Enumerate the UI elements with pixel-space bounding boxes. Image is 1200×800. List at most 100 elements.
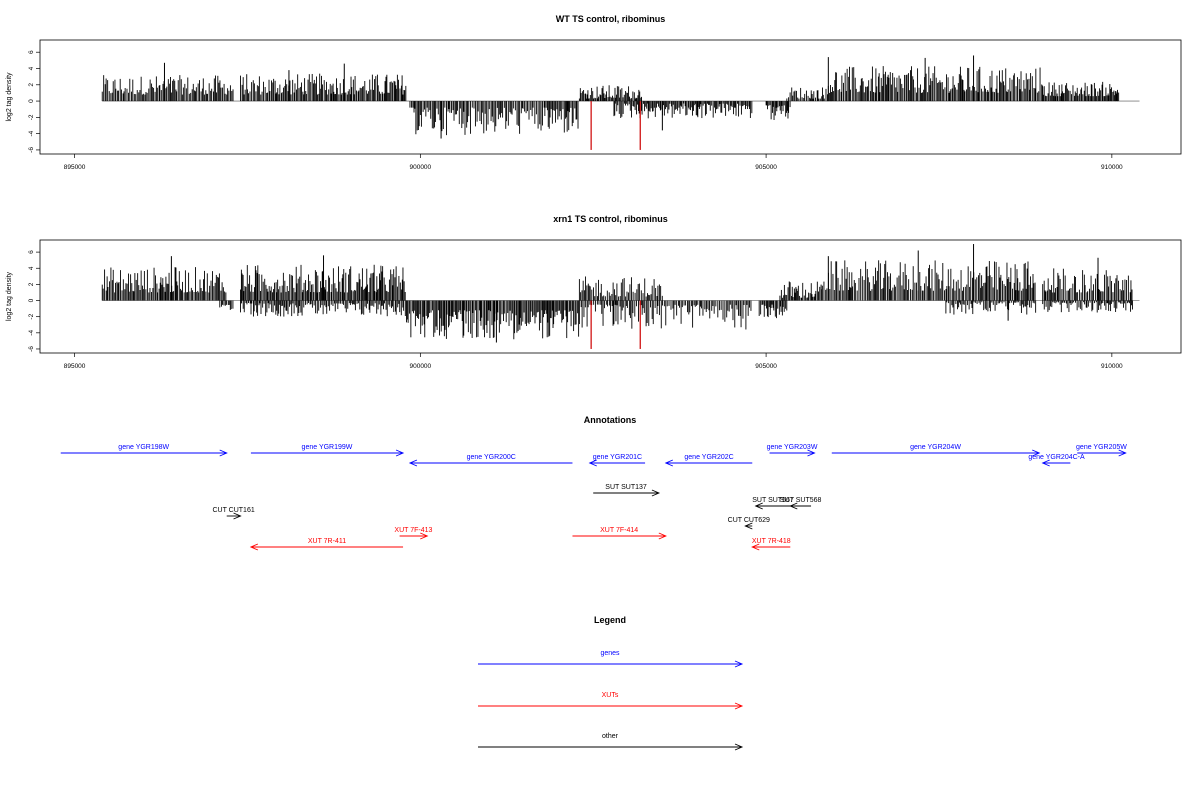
annotation-label: gene YGR205W <box>1076 444 1127 451</box>
annotation-track: Annotations gene YGR198W gene YGR199W gene … <box>60 415 1127 551</box>
annotation-label: SUT SUT137 <box>605 484 647 491</box>
annotation-label: gene YGR201C <box>593 454 642 461</box>
annotation-label: XUT 7R-411 <box>308 538 346 545</box>
x-tick-label: 910000 <box>1101 363 1123 370</box>
legend-label: other <box>602 733 619 740</box>
annotation-label: XUT 7R-418 <box>752 538 791 545</box>
y-tick-label: 2 <box>28 83 35 87</box>
annotation-label: gene YGR198W <box>118 444 169 451</box>
x-tick-label: 900000 <box>409 164 431 171</box>
annotation-label: SUT SUT568 <box>780 497 822 504</box>
arrow-head <box>219 449 228 457</box>
annotation-label: gene YGR204W <box>910 444 961 451</box>
arrow-head <box>734 660 744 668</box>
y-tick-label: -6 <box>28 346 35 352</box>
arrow-head <box>420 532 429 540</box>
arrow-head <box>651 489 661 497</box>
legend-label: genes <box>600 650 620 657</box>
annotation-other: CUT CUT161 <box>212 507 255 520</box>
y-tick-label: -4 <box>28 330 35 336</box>
annotation-xut: XUT 7F-414 <box>572 527 667 540</box>
annotation-gene: gene YGR202C <box>664 454 753 467</box>
arrow-head <box>744 522 753 530</box>
arrow-head <box>789 502 798 510</box>
annotation-label: gene YGR203W <box>767 444 818 451</box>
density-bars <box>101 244 1133 349</box>
arrow-head <box>408 459 418 467</box>
annotation-other: SUT SUT137 <box>593 484 661 497</box>
arrow-head <box>1032 449 1041 457</box>
legend-label: XUTs <box>602 692 619 699</box>
legend-panel: Legend genes XUTs other <box>478 615 744 751</box>
arrow-head <box>754 502 763 510</box>
y-tick-label: 4 <box>28 66 35 70</box>
annotation-label: SUT SUT567 <box>752 497 794 504</box>
y-tick-label: 2 <box>28 282 35 286</box>
legend-item-xut: XUTs <box>478 692 744 710</box>
annotation-gene: gene YGR204C-A <box>1028 454 1085 467</box>
annotation-gene: gene YGR205W <box>1076 444 1127 457</box>
legend-item-gene: genes <box>478 650 744 668</box>
x-tick-label: 895000 <box>64 164 86 171</box>
y-tick-label: 6 <box>28 50 35 54</box>
annotations-title: Annotations <box>584 415 637 425</box>
annotation-label: gene YGR199W <box>302 444 353 451</box>
arrow-head <box>588 459 597 467</box>
y-tick-label: 6 <box>28 250 35 254</box>
annotation-gene: gene YGR201C <box>588 454 646 467</box>
annotation-label: XUT 7F-413 <box>394 527 432 534</box>
x-tick-label: 895000 <box>64 363 86 370</box>
annotation-xut: XUT 7F-413 <box>394 527 433 540</box>
annotation-gene: gene YGR200C <box>408 454 573 467</box>
density-bars <box>101 55 1120 150</box>
annotation-label: CUT CUT629 <box>728 517 770 524</box>
annotation-other: CUT CUT629 <box>728 517 770 530</box>
legend-item-other: other <box>478 733 744 751</box>
annotation-gene: gene YGR203W <box>767 444 818 457</box>
chart-title: xrn1 TS control, ribominus <box>553 214 668 224</box>
annotation-label: XUT 7F-414 <box>600 527 638 534</box>
arrow-head <box>395 449 405 457</box>
annotation-xut: XUT 7R-411 <box>249 538 404 551</box>
xrn1-density-panel: xrn1 TS control, ribominus log2 tag densi… <box>6 214 1182 370</box>
arrow-head <box>734 743 744 751</box>
arrow-head <box>751 543 760 551</box>
arrow-head <box>233 512 242 520</box>
chart-title: WT TS control, ribominus <box>556 14 666 24</box>
y-tick-label: 0 <box>28 298 35 302</box>
annotation-other: SUT SUT567 <box>752 497 794 510</box>
x-tick-label: 905000 <box>755 164 777 171</box>
annotation-gene: gene YGR199W <box>250 444 405 457</box>
legend-title: Legend <box>594 615 626 625</box>
arrow-head <box>249 543 259 551</box>
x-tick-label: 900000 <box>409 363 431 370</box>
annotation-label: gene YGR202C <box>684 454 733 461</box>
annotation-xut: XUT 7R-418 <box>751 538 791 551</box>
wt-density-panel: WT TS control, ribominus log2 tag density… <box>6 14 1182 171</box>
y-tick-label: -4 <box>28 130 35 136</box>
y-tick-label: 4 <box>28 266 35 270</box>
annotation-label: gene YGR204C-A <box>1028 454 1085 461</box>
x-tick-label: 910000 <box>1101 164 1123 171</box>
y-tick-label: -6 <box>28 147 35 153</box>
plot-frame <box>39 239 1182 354</box>
arrow-head <box>1041 459 1050 467</box>
annotation-label: CUT CUT161 <box>212 507 254 514</box>
arrow-head <box>658 532 667 540</box>
annotation-gene: gene YGR198W <box>60 444 228 457</box>
annotation-label: gene YGR200C <box>467 454 516 461</box>
plot-frame <box>39 39 1182 155</box>
arrow-head <box>734 702 744 710</box>
arrow-head <box>807 449 816 457</box>
arrow-head <box>1118 449 1127 457</box>
y-tick-label: -2 <box>28 313 35 319</box>
annotation-other: SUT SUT568 <box>780 497 822 510</box>
y-axis-label: log2 tag density <box>6 271 13 321</box>
y-tick-label: 0 <box>28 99 35 103</box>
annotation-gene: gene YGR204W <box>831 444 1041 457</box>
arrow-head <box>664 459 673 467</box>
y-tick-label: -2 <box>28 114 35 120</box>
y-axis-label: log2 tag density <box>6 72 13 122</box>
x-tick-label: 905000 <box>755 363 777 370</box>
